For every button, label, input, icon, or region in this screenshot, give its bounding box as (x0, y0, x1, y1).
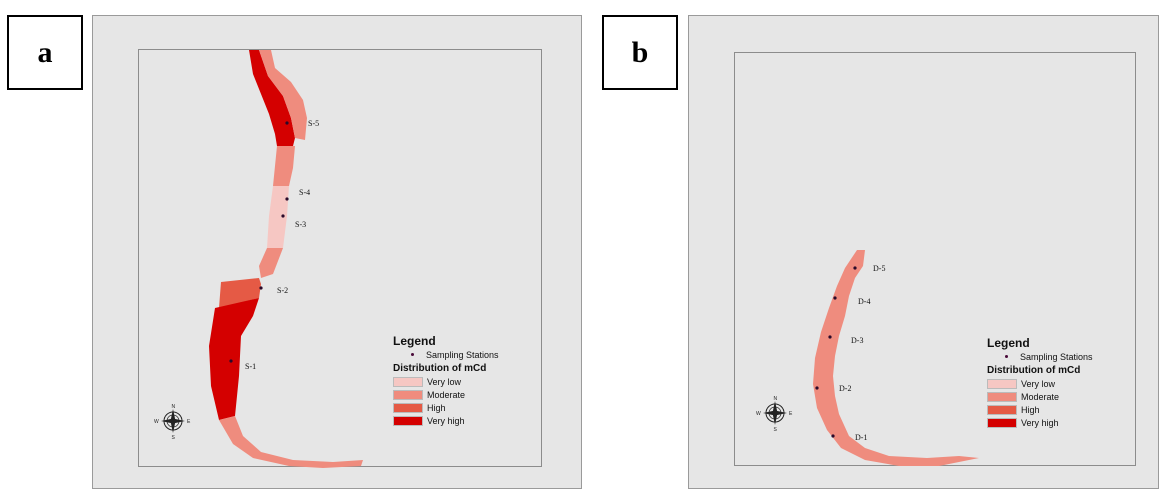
legend-class-label: Very low (427, 376, 462, 387)
river-segment-moderate-s2 (259, 248, 283, 278)
station-label: S-1 (245, 362, 256, 371)
legend-swatch (393, 389, 423, 400)
panel-label-b: b (602, 15, 678, 90)
station-point (285, 197, 289, 201)
map-panel-a: S-5 S-4 S-3 S-2 S-1 N S E W Legend Sampl… (92, 15, 582, 489)
legend-swatch (987, 404, 1017, 415)
compass-e: E (789, 411, 793, 417)
legend-class-label: Very high (427, 415, 465, 426)
legend-class-label: High (427, 402, 446, 413)
sampling-station-icon (411, 353, 414, 356)
legend-class-row: Very low (987, 377, 1137, 390)
river-segment-very-high-south (209, 298, 259, 420)
legend-subtitle: Distribution of mCd (987, 365, 1081, 376)
station-label: D-2 (839, 384, 851, 393)
legend-class-label: High (1021, 404, 1040, 415)
station-point (831, 434, 835, 438)
legend-swatch (393, 376, 423, 387)
station-point (828, 335, 832, 339)
map-a-river: S-5 S-4 S-3 S-2 S-1 N S E W (154, 50, 363, 468)
legend-swatch (987, 391, 1017, 402)
station-point (285, 121, 289, 125)
river-segment-moderate-south (219, 416, 363, 468)
river-segment-moderate-north (259, 50, 307, 140)
river-segment-moderate-mid (273, 146, 295, 186)
station-point (853, 266, 857, 270)
river-segment-moderate (813, 250, 979, 466)
station-label: D-4 (858, 297, 870, 306)
legend-class-label: Very low (1021, 378, 1056, 389)
legend-class-label: Moderate (427, 389, 466, 400)
legend-point-row: Sampling Stations (393, 348, 543, 361)
station-label: S-5 (308, 119, 319, 128)
station-point (259, 286, 263, 290)
compass-w: W (154, 419, 159, 425)
station-label: D-3 (851, 336, 863, 345)
legend-class-label: Moderate (1021, 391, 1060, 402)
station-label: S-2 (277, 286, 288, 295)
legend-swatch (393, 402, 423, 413)
station-label: D-1 (855, 433, 867, 442)
river-segment-high-s2 (219, 278, 261, 308)
legend-swatch (987, 417, 1017, 428)
sampling-station-icon (1005, 355, 1008, 358)
map-b-river: D-5 D-4 D-3 D-2 D-1 N S E W (756, 250, 979, 466)
map-panel-b: D-5 D-4 D-3 D-2 D-1 N S E W Legend Sampl… (688, 15, 1159, 489)
legend-class-label: Very high (1021, 417, 1059, 428)
legend-class-row: Very high (393, 414, 543, 427)
station-label: S-4 (299, 188, 310, 197)
legend-point-row: Sampling Stations (987, 350, 1137, 363)
legend-swatch (987, 378, 1017, 389)
compass-e: E (187, 419, 191, 425)
legend-title: Legend (393, 334, 436, 348)
compass-rose-icon: N S E W (154, 404, 191, 441)
legend-class-row: High (393, 401, 543, 414)
legend-class-row: Moderate (987, 390, 1137, 403)
panel-label-a: a (7, 15, 83, 90)
legend-a: Legend Sampling Stations Distribution of… (393, 334, 543, 427)
station-point (815, 386, 819, 390)
station-point (229, 359, 233, 363)
compass-s: S (172, 435, 176, 441)
station-label: D-5 (873, 264, 885, 273)
legend-class-row: Moderate (393, 388, 543, 401)
legend-point-label: Sampling Stations (1020, 351, 1093, 362)
legend-b: Legend Sampling Stations Distribution of… (987, 336, 1137, 429)
compass-w: W (756, 411, 761, 417)
legend-class-row: Very high (987, 416, 1137, 429)
compass-rose-icon: N S E W (756, 396, 793, 433)
legend-swatch (393, 415, 423, 426)
river-segment-very-low (267, 186, 289, 248)
legend-point-label: Sampling Stations (426, 349, 499, 360)
river-segment-very-high-north (249, 50, 295, 146)
legend-class-row: High (987, 403, 1137, 416)
legend-class-row: Very low (393, 375, 543, 388)
station-point (833, 296, 837, 300)
station-point (281, 214, 285, 218)
compass-s: S (774, 427, 778, 433)
legend-title: Legend (987, 336, 1030, 350)
legend-subtitle: Distribution of mCd (393, 363, 487, 374)
compass-n: N (774, 396, 778, 402)
compass-n: N (172, 404, 176, 410)
station-label: S-3 (295, 220, 306, 229)
